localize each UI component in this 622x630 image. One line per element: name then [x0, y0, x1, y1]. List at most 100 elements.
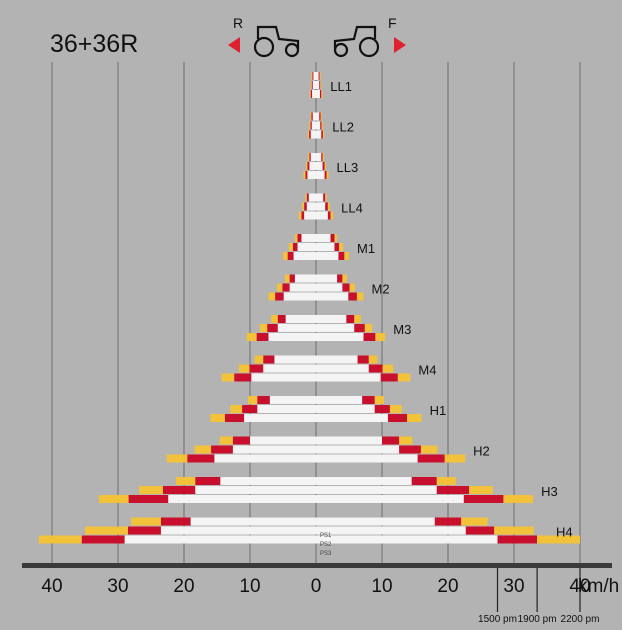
- bar-reverse-LL3-ps3-seg3: [303, 171, 306, 179]
- bar-reverse-LL1-ps2-seg2: [311, 81, 313, 89]
- ps-label-2: PS2: [320, 542, 332, 548]
- bar-forward-M3-ps1-seg3: [354, 315, 361, 323]
- bar-forward-H2-ps2-seg2: [399, 445, 421, 454]
- gear-label-H3: H3: [541, 484, 558, 499]
- gear-label-H2: H2: [473, 444, 490, 459]
- bar-reverse-M4-ps3-seg3: [221, 373, 235, 382]
- bar-reverse-H4-ps3-seg1: [124, 535, 316, 544]
- bar-forward-LL1-ps1-seg2: [318, 72, 320, 80]
- bar-forward-H4-ps2-seg3: [494, 526, 534, 535]
- bar-forward-M1-ps1-seg3: [334, 234, 338, 242]
- bar-reverse-M1-ps1-seg2: [297, 234, 302, 242]
- bar-reverse-LL3-ps1-seg2: [309, 153, 311, 161]
- bar-forward-M4-ps1-seg2: [357, 355, 369, 364]
- bar-forward-H3-ps2-seg1: [316, 486, 437, 494]
- bar-reverse-M1-ps3-seg1: [293, 252, 316, 260]
- bar-forward-H1-ps1-seg3: [374, 396, 384, 404]
- bar-forward-H4-ps2-seg2: [465, 526, 495, 535]
- bar-reverse-M2-ps1-seg3: [284, 274, 290, 283]
- bar-reverse-H1-ps2-seg1: [257, 405, 316, 413]
- bar-forward-H1-ps1-seg2: [362, 396, 375, 404]
- bar-forward-M2-ps3-seg2: [348, 292, 357, 301]
- bar-reverse-LL2-ps3-seg3: [307, 130, 310, 139]
- bar-forward-LL2-ps3-seg1: [316, 130, 322, 139]
- bar-reverse-H2-ps1-seg1: [250, 436, 316, 445]
- bar-forward-LL3-ps1-seg3: [322, 153, 324, 161]
- bar-forward-M3-ps3-seg3: [375, 333, 386, 341]
- bar-reverse-LL2-ps3-seg1: [310, 130, 316, 139]
- bar-forward-LL4-ps2-seg1: [316, 202, 326, 211]
- bar-forward-LL2-ps2-seg1: [316, 121, 321, 130]
- reverse-arrow-icon: [228, 37, 240, 53]
- bar-forward-LL1-ps2-seg1: [316, 81, 320, 89]
- bar-forward-H2-ps3-seg3: [444, 454, 466, 463]
- bar-reverse-LL4-ps2-seg1: [306, 202, 316, 211]
- bar-reverse-H1-ps2-seg2: [242, 405, 258, 413]
- bar-forward-LL3-ps2-seg1: [316, 162, 323, 170]
- bar-reverse-M2-ps1-seg2: [289, 274, 295, 283]
- ps-label-3: PS3: [320, 551, 332, 557]
- bar-forward-H3-ps1-seg2: [411, 477, 437, 485]
- reverse-indicator: R: [228, 15, 300, 58]
- bar-reverse-M4-ps3-seg1: [251, 373, 316, 382]
- bar-reverse-H3-ps2-seg2: [162, 486, 196, 494]
- bar-reverse-LL4-ps1-seg2: [306, 193, 309, 202]
- bar-reverse-H1-ps1-seg2: [257, 396, 270, 404]
- bar-forward-LL4-ps3-seg3: [330, 211, 334, 220]
- bar-forward-H1-ps3-seg1: [316, 414, 388, 422]
- bar-forward-LL1-ps1-seg3: [319, 72, 321, 80]
- bar-reverse-M2-ps3-seg2: [275, 292, 284, 301]
- bar-reverse-M1-ps2-seg2: [292, 243, 298, 251]
- bar-forward-M2-ps1-seg2: [337, 274, 343, 283]
- bar-forward-M2-ps2-seg3: [349, 283, 355, 292]
- bar-reverse-LL2-ps2-seg2: [310, 121, 312, 130]
- bar-reverse-H2-ps1-seg3: [219, 436, 233, 445]
- bar-reverse-M4-ps1-seg1: [274, 355, 316, 364]
- bar-forward-H2-ps3-seg2: [417, 454, 445, 463]
- bar-forward-M4-ps3-seg2: [380, 373, 398, 382]
- bar-reverse-LL1-ps3-seg1: [312, 90, 316, 98]
- bar-reverse-M4-ps2-seg2: [249, 364, 264, 373]
- bar-forward-H1-ps1-seg1: [316, 396, 363, 404]
- engine-speed-label: 2200 pm: [561, 614, 600, 625]
- bar-forward-M3-ps2-seg3: [364, 324, 373, 332]
- x-tick-label: 40: [41, 576, 62, 597]
- bar-forward-LL1-ps1-seg1: [316, 72, 319, 80]
- bar-reverse-LL1-ps2-seg3: [310, 81, 312, 89]
- bar-forward-LL1-ps3-seg3: [321, 90, 323, 98]
- bar-reverse-LL2-ps1-seg3: [310, 112, 312, 121]
- forward-indicator: F: [333, 15, 406, 58]
- bar-reverse-M3-ps1-seg2: [277, 315, 286, 323]
- bar-reverse-H1-ps3-seg3: [210, 414, 225, 422]
- bar-forward-H2-ps1-seg3: [399, 436, 413, 445]
- bar-forward-H4-ps3-seg2: [497, 535, 538, 544]
- bar-reverse-H2-ps3-seg3: [166, 454, 188, 463]
- bar-reverse-M4-ps3-seg2: [234, 373, 252, 382]
- bar-reverse-LL1-ps1-seg2: [312, 72, 314, 80]
- bar-reverse-LL3-ps2-seg3: [306, 162, 308, 170]
- gear-label-M3: M3: [393, 322, 411, 337]
- bar-reverse-H4-ps3-seg3: [38, 535, 82, 544]
- bar-reverse-H3-ps2-seg1: [195, 486, 316, 494]
- bar-forward-LL3-ps2-seg2: [322, 162, 325, 170]
- bar-reverse-LL2-ps2-seg1: [311, 121, 316, 130]
- bar-reverse-M3-ps3-seg1: [268, 333, 316, 341]
- gear-label-M4: M4: [418, 363, 436, 378]
- bar-reverse-M1-ps3-seg2: [287, 252, 294, 260]
- bar-reverse-LL4-ps1-seg1: [308, 193, 316, 202]
- bar-forward-LL1-ps2-seg2: [319, 81, 321, 89]
- tractor-reverse-icon: [253, 25, 300, 58]
- bar-reverse-H3-ps2-seg3: [139, 486, 163, 494]
- bar-forward-H4-ps3-seg1: [316, 535, 498, 544]
- bar-reverse-H2-ps2-seg1: [232, 445, 316, 454]
- bar-reverse-LL3-ps3-seg2: [305, 171, 308, 179]
- bar-reverse-M3-ps1-seg1: [285, 315, 316, 323]
- bar-forward-M2-ps1-seg1: [316, 274, 338, 283]
- bar-forward-LL2-ps1-seg1: [316, 112, 320, 121]
- bar-forward-M3-ps2-seg2: [354, 324, 365, 332]
- bar-reverse-LL1-ps1-seg3: [311, 72, 313, 80]
- bar-reverse-M2-ps2-seg3: [277, 283, 283, 292]
- bar-reverse-M1-ps1-seg3: [294, 234, 298, 242]
- x-tick-label: 30: [503, 576, 524, 597]
- bar-forward-H3-ps3-seg3: [503, 495, 534, 503]
